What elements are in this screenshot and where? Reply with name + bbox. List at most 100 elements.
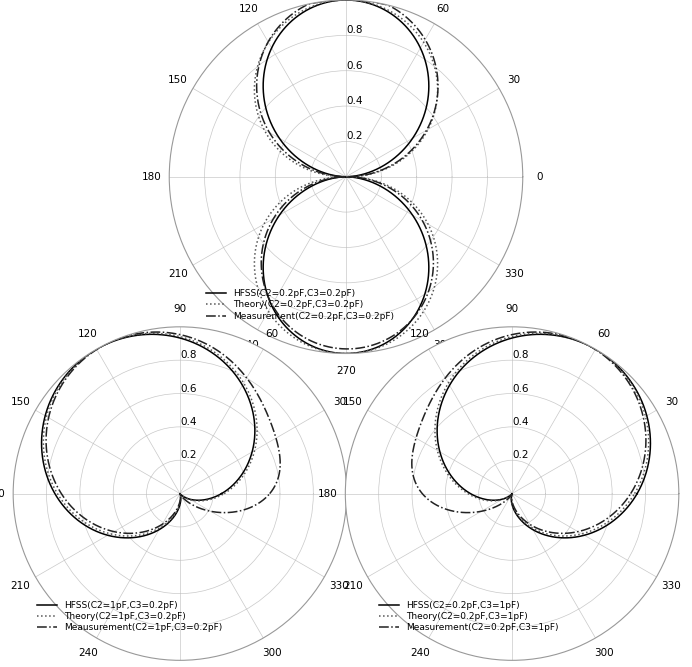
Measurement(C2=0.2pF,C3=0.2pF) [260, 236, 268, 244]
Meausurement(C2=1pF,C3=0.2pF) [266, 490, 274, 498]
HFSS(C2=0.2pF,C3=0.2pF) [310, 3, 318, 11]
Measurement(C2=0.2pF,C3=1pF) [566, 529, 574, 537]
Measurement(C2=0.2pF,C3=0.2pF) [381, 1, 389, 9]
Theory(C2=0.2pF,C3=0.2pF) [342, 173, 350, 181]
Measurement(C2=0.2pF,C3=1pF) [507, 491, 516, 499]
Theory(C2=1pF,C3=0.2pF) [220, 490, 228, 498]
Theory(C2=0.2pF,C3=0.2pF) [251, 261, 259, 269]
HFSS(C2=1pF,C3=0.2pF) [183, 494, 191, 502]
HFSS(C2=0.2pF,C3=1pF) [481, 346, 489, 354]
Theory(C2=0.2pF,C3=1pF) [480, 344, 489, 352]
Theory(C2=1pF,C3=0.2pF) [184, 495, 192, 503]
Theory(C2=0.2pF,C3=1pF) [630, 490, 639, 498]
HFSS(C2=0.2pF,C3=0.2pF) [264, 233, 273, 241]
Legend: HFSS(C2=1pF,C3=0.2pF), Theory(C2=1pF,C3=0.2pF), Meausurement(C2=1pF,C3=0.2pF): HFSS(C2=1pF,C3=0.2pF), Theory(C2=1pF,C3=… [37, 601, 223, 632]
Theory(C2=0.2pF,C3=1pF) [544, 329, 552, 338]
Line: HFSS(C2=0.2pF,C3=0.2pF): HFSS(C2=0.2pF,C3=0.2pF) [263, 0, 429, 354]
Meausurement(C2=1pF,C3=0.2pF) [176, 491, 185, 499]
Meausurement(C2=1pF,C3=0.2pF) [106, 338, 114, 346]
Legend: HFSS(C2=0.2pF,C3=0.2pF), Theory(C2=0.2pF,C3=0.2pF), Measurement(C2=0.2pF,C3=0.2p: HFSS(C2=0.2pF,C3=0.2pF), Theory(C2=0.2pF… [206, 289, 394, 321]
Theory(C2=1pF,C3=0.2pF) [220, 490, 228, 498]
Theory(C2=1pF,C3=0.2pF) [146, 329, 154, 338]
HFSS(C2=0.2pF,C3=1pF) [503, 494, 511, 502]
Theory(C2=1pF,C3=0.2pF) [208, 347, 217, 355]
HFSS(C2=1pF,C3=0.2pF) [92, 346, 100, 354]
HFSS(C2=0.2pF,C3=1pF) [572, 533, 581, 541]
Meausurement(C2=1pF,C3=0.2pF) [199, 506, 208, 514]
HFSS(C2=0.2pF,C3=0.2pF) [342, 173, 350, 181]
Line: HFSS(C2=0.2pF,C3=1pF): HFSS(C2=0.2pF,C3=1pF) [437, 334, 650, 538]
Line: Theory(C2=1pF,C3=0.2pF): Theory(C2=1pF,C3=0.2pF) [44, 334, 257, 536]
HFSS(C2=0.2pF,C3=1pF) [544, 331, 552, 339]
Line: Measurement(C2=0.2pF,C3=1pF): Measurement(C2=0.2pF,C3=1pF) [412, 332, 646, 534]
HFSS(C2=1pF,C3=0.2pF) [217, 490, 226, 498]
HFSS(C2=1pF,C3=0.2pF) [146, 330, 154, 338]
Line: Meausurement(C2=1pF,C3=0.2pF): Meausurement(C2=1pF,C3=0.2pF) [46, 332, 280, 534]
Measurement(C2=0.2pF,C3=0.2pF) [384, 1, 392, 9]
Theory(C2=0.2pF,C3=1pF) [630, 490, 639, 498]
HFSS(C2=1pF,C3=0.2pF) [208, 349, 217, 357]
Theory(C2=0.2pF,C3=0.2pF) [342, 173, 350, 181]
Meausurement(C2=1pF,C3=0.2pF) [266, 490, 274, 498]
Meausurement(C2=1pF,C3=0.2pF) [209, 344, 217, 352]
Theory(C2=0.2pF,C3=0.2pF) [343, 173, 352, 181]
Meausurement(C2=1pF,C3=0.2pF) [125, 530, 133, 538]
Measurement(C2=0.2pF,C3=1pF) [498, 500, 506, 508]
Measurement(C2=0.2pF,C3=0.2pF) [309, 0, 318, 7]
Theory(C2=0.2pF,C3=1pF) [586, 342, 594, 350]
Meausurement(C2=1pF,C3=0.2pF) [136, 529, 144, 537]
HFSS(C2=0.2pF,C3=0.2pF) [342, 173, 350, 181]
HFSS(C2=0.2pF,C3=0.2pF) [342, 173, 350, 181]
Measurement(C2=0.2pF,C3=0.2pF) [345, 173, 353, 181]
HFSS(C2=1pF,C3=0.2pF) [217, 490, 226, 498]
HFSS(C2=1pF,C3=0.2pF) [176, 490, 184, 498]
Measurement(C2=0.2pF,C3=1pF) [545, 329, 553, 337]
HFSS(C2=0.2pF,C3=1pF) [633, 490, 641, 498]
Theory(C2=0.2pF,C3=0.2pF) [252, 242, 260, 250]
Measurement(C2=0.2pF,C3=0.2pF) [342, 173, 350, 181]
HFSS(C2=0.2pF,C3=1pF) [633, 490, 641, 498]
HFSS(C2=1pF,C3=0.2pF) [119, 534, 127, 542]
Theory(C2=0.2pF,C3=0.2pF) [342, 0, 350, 4]
Legend: HFSS(C2=0.2pF,C3=1pF), Theory(C2=0.2pF,C3=1pF), Measurement(C2=0.2pF,C3=1pF): HFSS(C2=0.2pF,C3=1pF), Theory(C2=0.2pF,C… [379, 601, 558, 632]
Theory(C2=0.2pF,C3=0.2pF) [310, 2, 318, 10]
Theory(C2=1pF,C3=0.2pF) [132, 532, 140, 540]
Theory(C2=0.2pF,C3=1pF) [570, 532, 578, 540]
Theory(C2=1pF,C3=0.2pF) [98, 342, 106, 350]
Measurement(C2=0.2pF,C3=0.2pF) [257, 255, 266, 263]
Theory(C2=0.2pF,C3=0.2pF) [381, 5, 389, 13]
Measurement(C2=0.2pF,C3=1pF) [626, 490, 635, 498]
Measurement(C2=0.2pF,C3=1pF) [579, 339, 588, 347]
Meausurement(C2=1pF,C3=0.2pF) [146, 328, 154, 336]
Meausurement(C2=1pF,C3=0.2pF) [266, 490, 274, 498]
Theory(C2=0.2pF,C3=1pF) [505, 492, 513, 500]
HFSS(C2=0.2pF,C3=1pF) [506, 492, 514, 500]
HFSS(C2=1pF,C3=0.2pF) [130, 534, 138, 542]
Measurement(C2=0.2pF,C3=0.2pF) [345, 173, 353, 181]
HFSS(C2=0.2pF,C3=1pF) [633, 490, 641, 498]
HFSS(C2=0.2pF,C3=0.2pF) [260, 252, 268, 260]
Measurement(C2=0.2pF,C3=1pF) [490, 504, 498, 512]
Theory(C2=0.2pF,C3=1pF) [502, 494, 511, 502]
HFSS(C2=1pF,C3=0.2pF) [217, 490, 226, 498]
HFSS(C2=0.2pF,C3=0.2pF) [380, 5, 388, 13]
Line: Theory(C2=0.2pF,C3=0.2pF): Theory(C2=0.2pF,C3=0.2pF) [255, 0, 437, 354]
Theory(C2=1pF,C3=0.2pF) [176, 490, 184, 498]
Line: HFSS(C2=1pF,C3=0.2pF): HFSS(C2=1pF,C3=0.2pF) [42, 334, 255, 538]
HFSS(C2=0.2pF,C3=0.2pF) [415, 222, 424, 230]
Measurement(C2=0.2pF,C3=1pF) [480, 341, 489, 349]
HFSS(C2=0.2pF,C3=1pF) [591, 345, 599, 353]
Measurement(C2=0.2pF,C3=1pF) [626, 490, 635, 498]
Measurement(C2=0.2pF,C3=1pF) [626, 490, 635, 498]
Line: Theory(C2=0.2pF,C3=1pF): Theory(C2=0.2pF,C3=1pF) [435, 334, 648, 536]
Theory(C2=1pF,C3=0.2pF) [220, 490, 228, 498]
Theory(C2=0.2pF,C3=1pF) [508, 490, 516, 498]
Measurement(C2=0.2pF,C3=0.2pF) [345, 173, 353, 181]
Measurement(C2=0.2pF,C3=0.2pF) [424, 228, 432, 236]
HFSS(C2=0.2pF,C3=1pF) [508, 490, 516, 498]
HFSS(C2=0.2pF,C3=0.2pF) [342, 0, 350, 4]
Theory(C2=1pF,C3=0.2pF) [121, 532, 129, 540]
Theory(C2=0.2pF,C3=0.2pF) [429, 231, 437, 239]
Line: Measurement(C2=0.2pF,C3=0.2pF): Measurement(C2=0.2pF,C3=0.2pF) [257, 0, 438, 349]
Theory(C2=0.2pF,C3=1pF) [630, 490, 639, 498]
